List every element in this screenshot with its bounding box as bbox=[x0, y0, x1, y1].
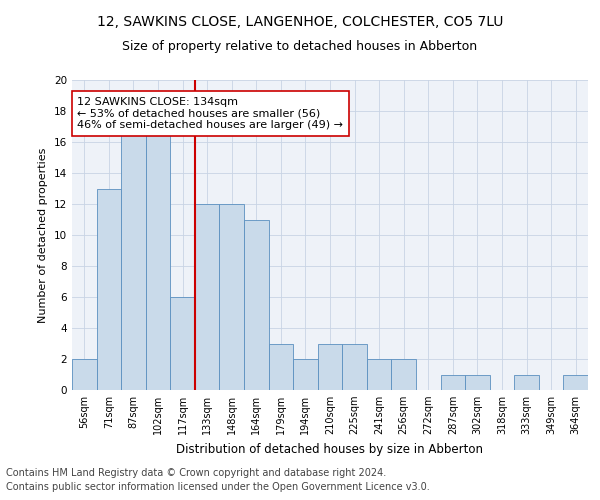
Text: Contains public sector information licensed under the Open Government Licence v3: Contains public sector information licen… bbox=[6, 482, 430, 492]
X-axis label: Distribution of detached houses by size in Abberton: Distribution of detached houses by size … bbox=[176, 442, 484, 456]
Bar bbox=[367, 359, 391, 390]
Bar bbox=[342, 344, 367, 390]
Bar bbox=[440, 374, 465, 390]
Text: Size of property relative to detached houses in Abberton: Size of property relative to detached ho… bbox=[122, 40, 478, 53]
Bar bbox=[121, 111, 146, 390]
Bar bbox=[465, 374, 490, 390]
Bar bbox=[72, 359, 97, 390]
Bar bbox=[146, 111, 170, 390]
Bar bbox=[97, 188, 121, 390]
Bar bbox=[293, 359, 318, 390]
Bar bbox=[269, 344, 293, 390]
Bar bbox=[220, 204, 244, 390]
Bar bbox=[563, 374, 588, 390]
Bar bbox=[195, 204, 220, 390]
Bar bbox=[170, 297, 195, 390]
Y-axis label: Number of detached properties: Number of detached properties bbox=[38, 148, 49, 322]
Bar bbox=[244, 220, 269, 390]
Text: 12, SAWKINS CLOSE, LANGENHOE, COLCHESTER, CO5 7LU: 12, SAWKINS CLOSE, LANGENHOE, COLCHESTER… bbox=[97, 15, 503, 29]
Bar bbox=[391, 359, 416, 390]
Bar bbox=[514, 374, 539, 390]
Bar bbox=[318, 344, 342, 390]
Text: 12 SAWKINS CLOSE: 134sqm
← 53% of detached houses are smaller (56)
46% of semi-d: 12 SAWKINS CLOSE: 134sqm ← 53% of detach… bbox=[77, 97, 343, 130]
Text: Contains HM Land Registry data © Crown copyright and database right 2024.: Contains HM Land Registry data © Crown c… bbox=[6, 468, 386, 477]
